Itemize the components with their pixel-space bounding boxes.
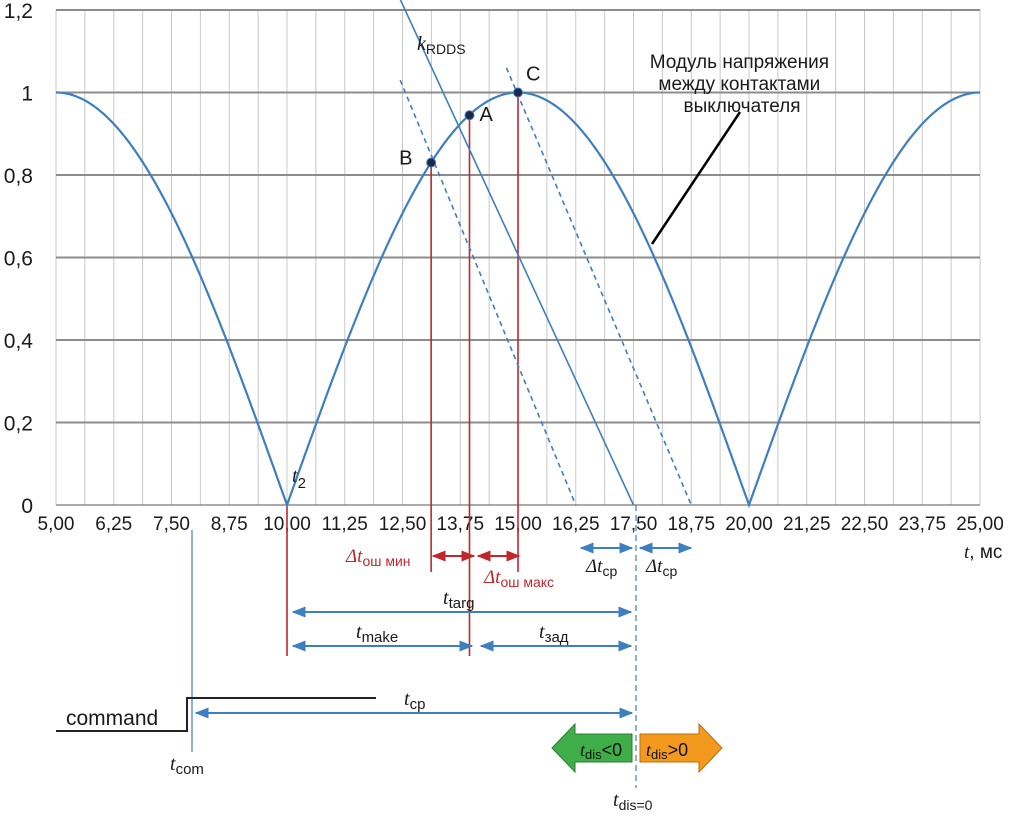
k-rdds-label: kRDDS (417, 33, 466, 57)
slope-line-dashed (505, 67, 692, 506)
dt-err-max-label: Δtош макс (483, 567, 554, 590)
y-axis: 0 0,2 0,4 0,6 0,8 1 1,2 (4, 0, 34, 518)
t-dis-positive-label: tdis>0 (646, 740, 688, 762)
x-tick-label: 20,00 (725, 514, 773, 535)
point-b (426, 157, 437, 168)
t-targ-label: ttarg (443, 587, 474, 612)
curve-label-leader (650, 111, 742, 245)
marker-lines (286, 92, 519, 656)
t-dis0-label: tdis=0 (613, 789, 653, 813)
point-a (464, 110, 475, 121)
x-tick-label: 13,75 (436, 514, 484, 535)
point-c (513, 87, 523, 98)
x-tick-label: 22,50 (841, 514, 889, 535)
x-axis-label: t, мс (964, 542, 1002, 563)
x-tick-label: 21,25 (783, 514, 831, 535)
t2-label: t2 (292, 465, 306, 492)
x-tick-label: 17,50 (610, 514, 658, 535)
t-dis-negative-label: tdis<0 (580, 740, 622, 762)
grid (55, 9, 981, 506)
x-tick-label: 25,00 (956, 514, 1004, 535)
t-dis-negative-arrow (551, 722, 633, 774)
y-tick-label: 1,2 (4, 0, 33, 23)
x-tick-label: 7,50 (153, 514, 190, 535)
slope-lines (399, 0, 692, 506)
x-tick-label: 18,75 (667, 514, 715, 535)
y-tick-label: 0,2 (4, 413, 33, 436)
curve-label: Модуль напряжения между контактами выклю… (650, 52, 835, 117)
points: A B C (399, 64, 540, 170)
dt-err-min-label: Δtош мин (345, 546, 411, 569)
slope-line-k-rdds (399, 0, 635, 506)
y-tick-label: 0 (21, 495, 33, 518)
x-tick-label: 5,00 (38, 514, 75, 535)
y-tick-label: 0,4 (4, 330, 34, 353)
x-tick-label: 12,50 (379, 514, 427, 535)
command-label: command (66, 707, 158, 730)
t-cp-label: tcp (404, 688, 425, 713)
x-axis: 5,00 6,25 7,50 8,75 10,00 11,25 12,50 13,75 15,0… (38, 514, 1004, 535)
t-zad-label: tзад (539, 621, 569, 646)
x-tick-label: 11,25 (322, 514, 368, 535)
y-tick-label: 0,8 (4, 165, 33, 188)
slope-line-dashed (399, 79, 577, 506)
point-label-b: B (399, 148, 412, 170)
command-signal (56, 697, 376, 732)
y-tick-label: 0,6 (4, 248, 33, 271)
t-com-label: tcom (170, 753, 204, 778)
x-tick-label: 16,25 (552, 514, 600, 535)
t-make-label: tmake (356, 621, 398, 646)
x-tick-label: 23,75 (898, 514, 946, 535)
point-label-c: C (526, 64, 540, 86)
point-label-a: A (479, 104, 493, 126)
dt-cp-label-left: Δtcp (585, 556, 617, 579)
dt-cp-label-right: Δtcp (645, 556, 677, 579)
x-tick-label: 6,25 (95, 514, 132, 535)
t-dis-positive-arrow (639, 722, 723, 774)
x-tick-label: 8,75 (211, 514, 248, 535)
y-tick-label: 1 (21, 83, 33, 106)
